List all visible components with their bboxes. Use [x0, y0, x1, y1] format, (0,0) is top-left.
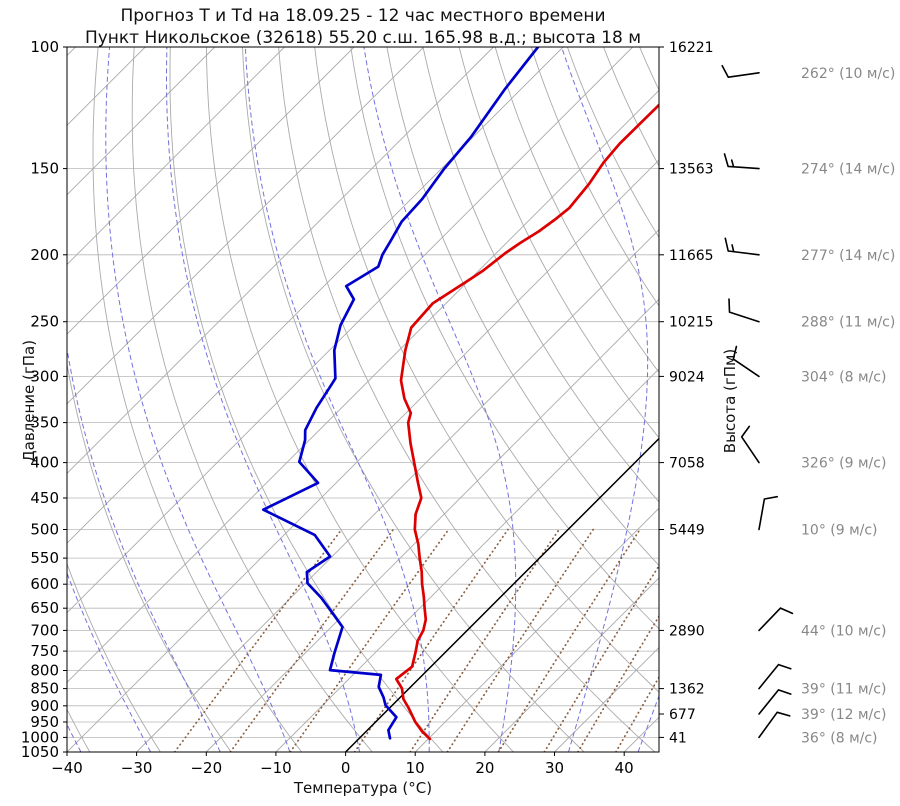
temp-tick-label: 10	[406, 759, 425, 777]
wind-label: 288° (11 м/с)	[801, 315, 895, 331]
height-tick-label: 9024	[669, 369, 705, 385]
pressure-tick-label: 300	[30, 367, 59, 385]
pressure-tick-label: 550	[30, 549, 59, 567]
temp-tick-group: −40 −30 −20 −10 0 10 20 30 40	[51, 752, 634, 777]
pressure-tick-label: 600	[30, 575, 59, 593]
height-tick-label: 13563	[669, 162, 714, 178]
pressure-tick-label: 950	[30, 713, 59, 731]
temp-tick-label: −40	[51, 759, 83, 777]
pressure-axis-title: Давление (гПа)	[20, 339, 38, 463]
pressure-tick-label: 100	[30, 38, 59, 56]
wind-barb	[724, 237, 760, 256]
pressure-tick-label: 200	[30, 246, 59, 264]
wind-barb	[758, 711, 791, 739]
temp-tick-label: 40	[615, 759, 634, 777]
chart-subtitle: Пункт Никольское (32618) 55.20 с.ш. 165.…	[84, 28, 642, 48]
pressure-tick-label: 500	[30, 521, 59, 539]
wind-barb	[758, 689, 792, 715]
height-axis-title: Высота (гПм)	[721, 348, 739, 454]
height-tick-label: 2890	[669, 623, 705, 639]
dry-adiabats-group	[67, 47, 659, 752]
isotherms-group	[67, 47, 659, 752]
wind-barb	[740, 425, 760, 464]
wind-barb	[728, 298, 760, 323]
dewpoint-curve	[261, 47, 540, 740]
wind-label: 10° (9 м/с)	[801, 523, 878, 539]
height-tick-label: 7058	[669, 456, 705, 472]
height-tick-label: 41	[669, 730, 687, 746]
height-tick-label: 1362	[669, 682, 705, 698]
wind-barb	[732, 345, 760, 378]
plot-border	[66, 46, 660, 753]
height-tick-label: 677	[669, 707, 696, 723]
height-tick-group: 16221 13563 11665 10215 9024 7058 5449 2890 1362…	[659, 40, 714, 746]
wind-group: 262° (10 м/с) 274° (14 м/с) 277° (14 м/с) 2…	[721, 64, 895, 746]
height-tick-label: 11665	[669, 248, 714, 264]
pressure-tick-group: 100 150 200 250 300 350 400 450 500 550 600 650 700 7…	[21, 38, 67, 761]
wind-label: 262° (10 м/с)	[801, 66, 895, 82]
mixing-ratio-group	[173, 528, 659, 752]
wind-label: 304° (8 м/с)	[801, 369, 886, 385]
pressure-grid-group	[67, 47, 659, 752]
wind-barb	[758, 663, 792, 690]
pressure-tick-label: 450	[30, 489, 59, 507]
pressure-tick-label: 800	[30, 662, 59, 680]
moist-adiabats-group	[67, 47, 659, 752]
chart-title: Прогноз Т и Td на 18.09.25 - 12 час мест…	[120, 6, 606, 26]
temp-tick-label: 0	[341, 759, 351, 777]
temp-tick-label: −10	[260, 759, 292, 777]
wind-label: 44° (10 м/с)	[801, 623, 886, 639]
pressure-tick-label: 650	[30, 599, 59, 617]
pressure-tick-label: 400	[30, 454, 59, 472]
temp-tick-label: −30	[121, 759, 153, 777]
temp-tick-label: −20	[190, 759, 222, 777]
pressure-tick-label: 1050	[21, 743, 59, 761]
wind-barb	[758, 607, 794, 632]
zero-isotherm	[345, 437, 659, 752]
temperature-axis-title: Температура (°C)	[293, 779, 433, 797]
pressure-tick-label: 1000	[21, 728, 59, 746]
pressure-tick-label: 700	[30, 621, 59, 639]
pressure-tick-label: 750	[30, 642, 59, 660]
plot-area	[67, 47, 659, 752]
pressure-tick-label: 250	[30, 313, 59, 331]
temp-tick-label: 30	[545, 759, 564, 777]
wind-label: 277° (14 м/с)	[801, 248, 895, 264]
pressure-tick-label: 850	[30, 680, 59, 698]
wind-label: 274° (14 м/с)	[801, 162, 895, 178]
wind-barb	[721, 64, 760, 78]
wind-label: 39° (12 м/с)	[801, 707, 886, 723]
temperature-curve	[394, 103, 659, 741]
wind-barb	[723, 153, 760, 170]
height-tick-label: 10215	[669, 315, 714, 331]
wind-label: 326° (9 м/с)	[801, 456, 886, 472]
height-tick-label: 16221	[669, 40, 714, 56]
wind-label: 39° (11 м/с)	[801, 682, 886, 698]
pressure-tick-label: 150	[30, 160, 59, 178]
temp-tick-label: 20	[475, 759, 494, 777]
height-tick-label: 5449	[669, 523, 705, 539]
pressure-tick-label: 900	[30, 697, 59, 715]
pressure-tick-label: 350	[30, 414, 59, 432]
wind-barb	[758, 495, 778, 531]
wind-label: 36° (8 м/с)	[801, 730, 878, 746]
